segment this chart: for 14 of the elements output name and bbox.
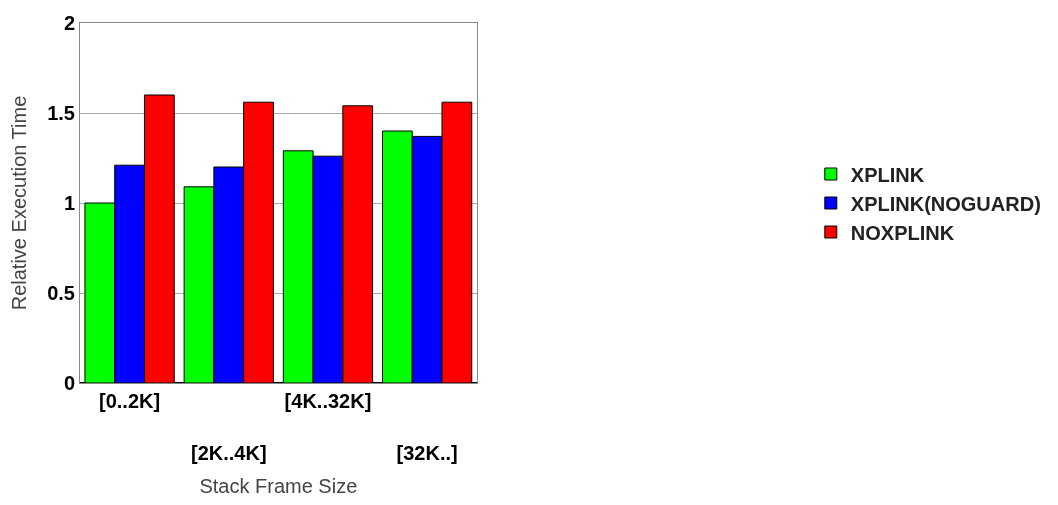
y-tick-label: 1 bbox=[63, 192, 75, 214]
x-tick-label: [32K..] bbox=[396, 442, 458, 464]
x-tick-label: [0..2K] bbox=[99, 390, 161, 412]
y-axis-title: Relative Execution Time bbox=[7, 95, 30, 311]
x-tick-label: [2K..4K] bbox=[190, 442, 267, 464]
legend-label: XPLINK bbox=[850, 163, 925, 186]
y-tick-label: 1.5 bbox=[47, 102, 75, 124]
x-tick-label: [4K..32K] bbox=[284, 390, 372, 412]
y-tick-label: 0.5 bbox=[47, 282, 75, 304]
x-axis-title: Stack Frame Size bbox=[199, 474, 358, 497]
legend-label: NOXPLINK bbox=[850, 221, 955, 244]
y-tick-label: 0 bbox=[63, 372, 75, 394]
y-tick-label: 2 bbox=[63, 12, 75, 34]
legend-label: XPLINK(NOGUARD) bbox=[850, 192, 1041, 215]
